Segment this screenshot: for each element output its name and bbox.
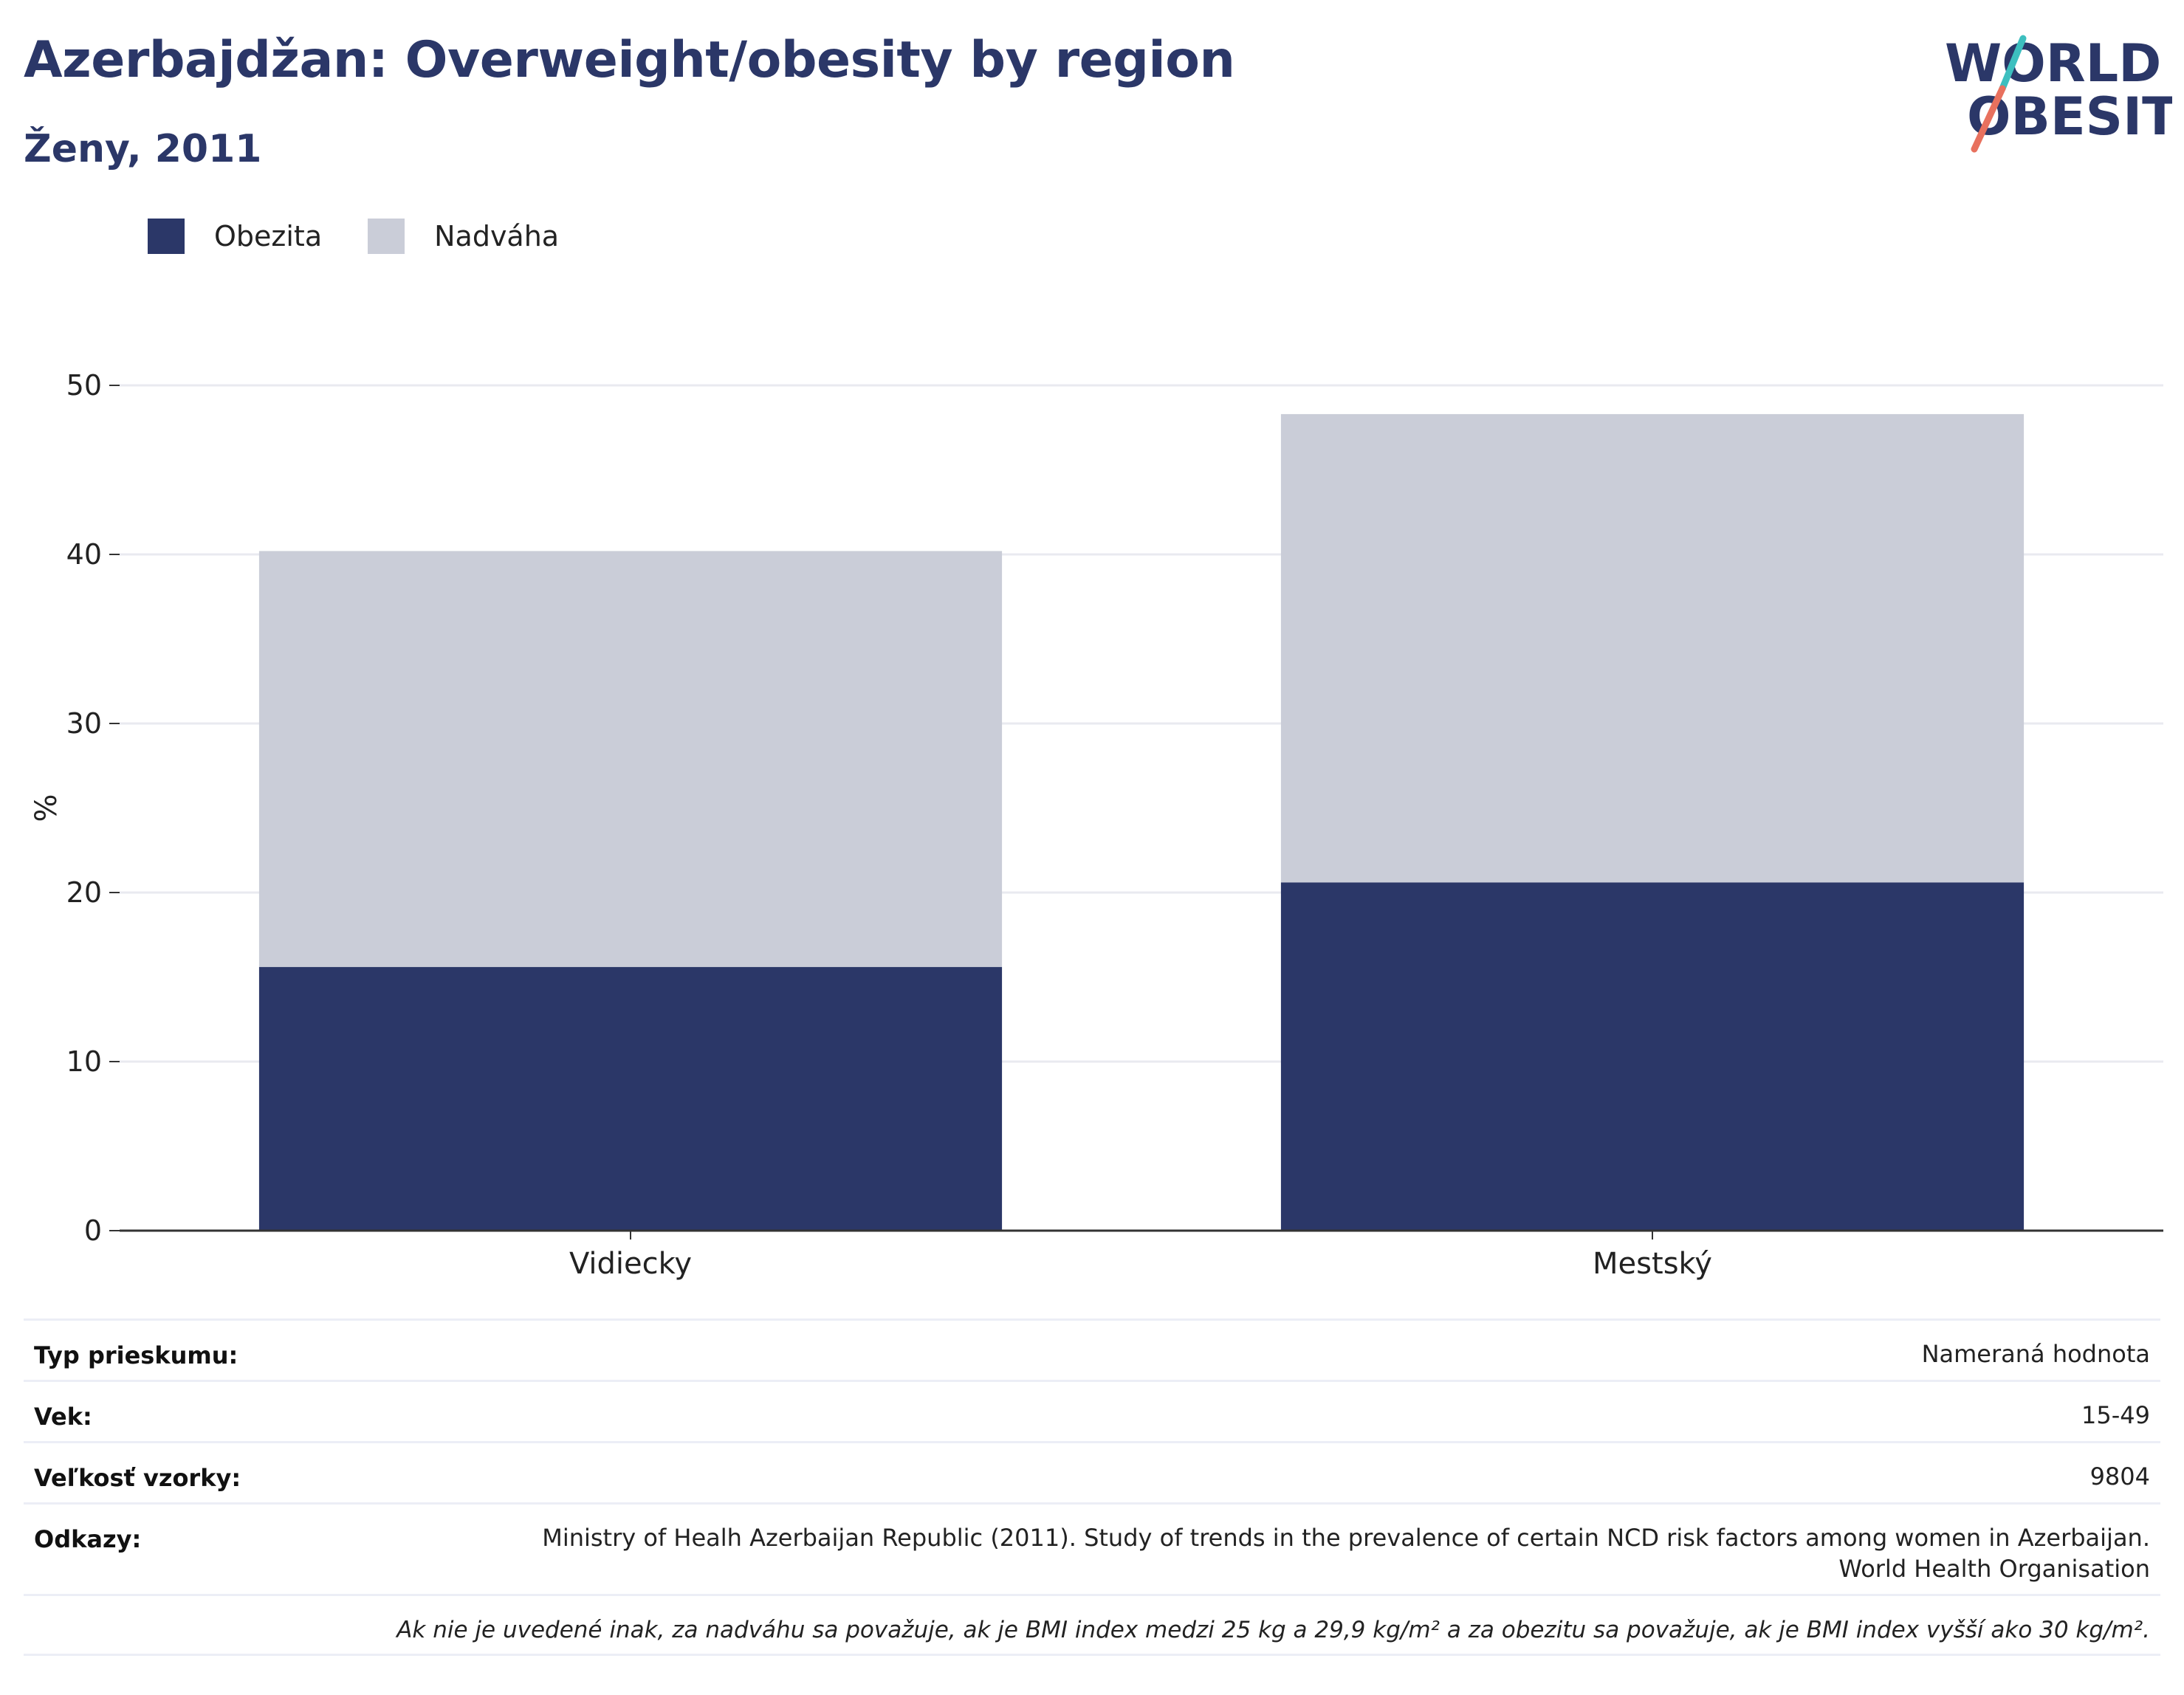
bar-mestský-nadváha[interactable] <box>1280 413 2025 883</box>
info-row-age: Vek: 15-49 <box>24 1380 2160 1441</box>
info-row-survey-type: Typ prieskumu: Nameraná hodnota <box>24 1318 2160 1380</box>
bar-vidiecky-nadváha[interactable] <box>258 551 1003 967</box>
chart-legend: Obezita Nadváha <box>148 219 605 254</box>
sample-size-value: 9804 <box>2089 1462 2150 1491</box>
x-tick-label-1: Mestský <box>1593 1247 1712 1281</box>
y-axis-label: % <box>30 794 63 822</box>
age-label: Vek: <box>34 1403 92 1431</box>
bar-mestský-obezita[interactable] <box>1280 882 2025 1231</box>
info-row-sample-size: Veľkosť vzorky: 9804 <box>24 1441 2160 1502</box>
y-tick-labels: 0 10 20 30 40 50 <box>66 369 120 1247</box>
y-tick-label-10: 10 <box>66 1045 102 1078</box>
legend-swatch-obezita <box>148 219 185 254</box>
bmi-definition-note: Ak nie je uvedené inak, za nadváhu sa po… <box>396 1617 2150 1643</box>
legend-label-nadvaha: Nadváha <box>434 220 560 252</box>
chart-title: Azerbajdžan: Overweight/obesity by regio… <box>24 31 1235 89</box>
legend-label-obezita: Obezita <box>214 220 323 252</box>
y-tick-label-0: 0 <box>84 1214 102 1247</box>
bar-vidiecky-obezita[interactable] <box>258 966 1003 1231</box>
survey-info-table: Typ prieskumu: Nameraná hodnota Vek: 15-… <box>24 1318 2160 1656</box>
info-row-note: Ak nie je uvedené inak, za nadváhu sa po… <box>24 1594 2160 1656</box>
logo-slash-bottom <box>1971 85 2006 153</box>
y-tick-label-50: 50 <box>66 369 102 402</box>
references-value: Ministry of Healh Azerbaijan Republic (2… <box>542 1522 2150 1584</box>
references-line-2: World Health Organisation <box>1838 1555 2150 1583</box>
info-row-references: Odkazy: Ministry of Healh Azerbaijan Rep… <box>24 1502 2160 1594</box>
chart-subtitle: Ženy, 2011 <box>24 127 262 171</box>
logo-text-world: WORLD <box>1945 33 2161 94</box>
sample-size-label: Veľkosť vzorky: <box>34 1464 241 1492</box>
y-tick-label-20: 20 <box>66 876 102 909</box>
references-line-1: Ministry of Healh Azerbaijan Republic (2… <box>542 1524 2150 1552</box>
logo-slash-top <box>1999 35 2027 92</box>
y-tick-label-40: 40 <box>66 538 102 571</box>
bars <box>258 413 2025 1231</box>
bar-chart: 0 10 20 30 40 50 Vidiecky Mestský % <box>30 369 2163 1281</box>
survey-type-label: Typ prieskumu: <box>34 1341 238 1369</box>
legend-item-nadvaha[interactable]: Nadváha <box>368 219 559 254</box>
legend-swatch-nadvaha <box>368 219 405 254</box>
survey-type-value: Nameraná hodnota <box>1921 1340 2150 1368</box>
world-obesity-logo: WORLD OBESITY <box>1945 33 2172 153</box>
age-value: 15-49 <box>2081 1401 2150 1429</box>
legend-item-obezita[interactable]: Obezita <box>148 219 322 254</box>
x-tick-label-0: Vidiecky <box>569 1247 692 1281</box>
y-tick-label-30: 30 <box>66 707 102 740</box>
x-tick-labels: Vidiecky Mestský <box>569 1231 1712 1281</box>
references-label: Odkazy: <box>34 1525 142 1553</box>
